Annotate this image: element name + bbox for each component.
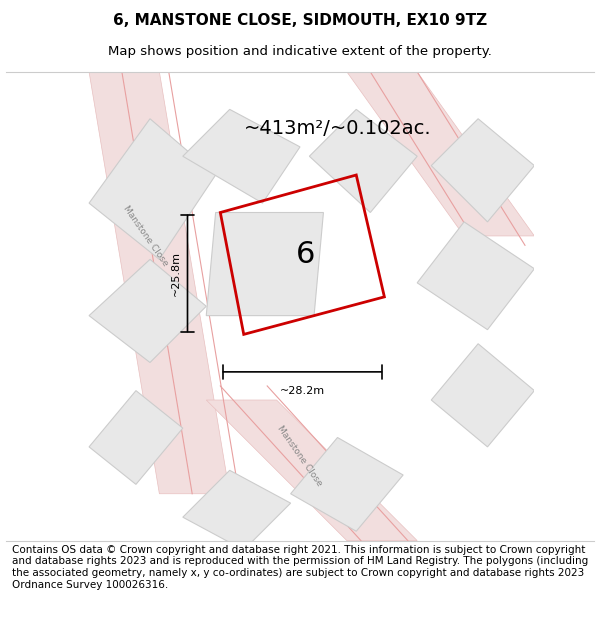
Text: 6, MANSTONE CLOSE, SIDMOUTH, EX10 9TZ: 6, MANSTONE CLOSE, SIDMOUTH, EX10 9TZ bbox=[113, 12, 487, 28]
Polygon shape bbox=[206, 400, 417, 541]
Text: 6: 6 bbox=[296, 240, 316, 269]
Polygon shape bbox=[89, 72, 230, 494]
Polygon shape bbox=[290, 438, 403, 531]
Text: ~413m²/~0.102ac.: ~413m²/~0.102ac. bbox=[244, 119, 431, 138]
Text: Map shows position and indicative extent of the property.: Map shows position and indicative extent… bbox=[108, 45, 492, 58]
Text: Manstone Close: Manstone Close bbox=[276, 424, 324, 488]
Polygon shape bbox=[417, 222, 535, 330]
Polygon shape bbox=[89, 391, 183, 484]
Polygon shape bbox=[431, 119, 535, 222]
Polygon shape bbox=[183, 470, 290, 550]
Polygon shape bbox=[206, 213, 323, 316]
Polygon shape bbox=[183, 109, 300, 203]
Polygon shape bbox=[89, 259, 206, 362]
Text: Manstone Close: Manstone Close bbox=[121, 204, 170, 268]
Polygon shape bbox=[347, 72, 535, 236]
Polygon shape bbox=[310, 109, 417, 213]
Text: Contains OS data © Crown copyright and database right 2021. This information is : Contains OS data © Crown copyright and d… bbox=[12, 545, 588, 589]
Polygon shape bbox=[431, 344, 535, 447]
Text: ~25.8m: ~25.8m bbox=[170, 251, 181, 296]
Text: ~28.2m: ~28.2m bbox=[280, 386, 325, 396]
Polygon shape bbox=[89, 119, 215, 259]
